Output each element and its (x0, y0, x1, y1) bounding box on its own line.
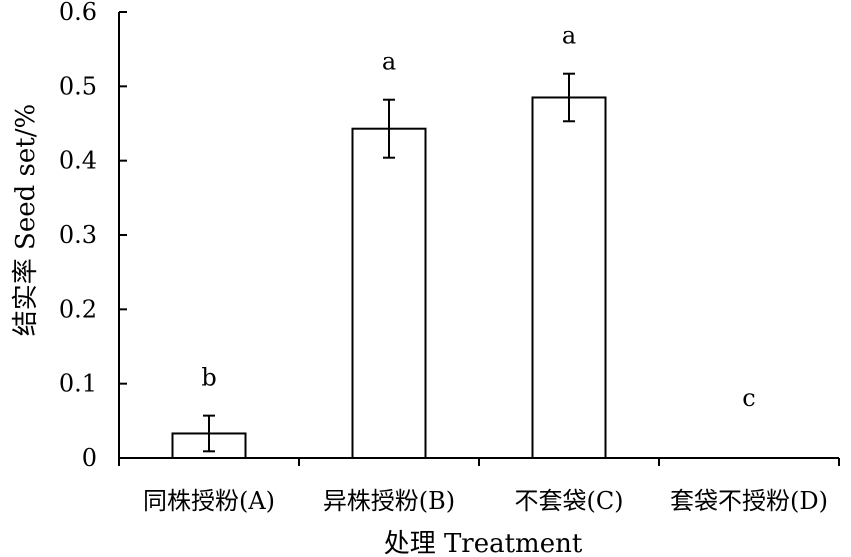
y-tick-label: 0.2 (59, 295, 97, 323)
significance-label: c (742, 384, 755, 412)
y-tick-label: 0 (82, 444, 97, 472)
bars (171, 96, 607, 460)
axes (118, 12, 840, 466)
y-tick-label: 0.5 (59, 72, 97, 100)
category-labels: 同株授粉(A) 异株授粉(B) 不套袋(C) 套袋不授粉(D) (143, 487, 828, 515)
x-axis-title: 处理 Treatment (384, 529, 583, 557)
category-label: 不套袋(C) (514, 487, 623, 515)
category-label: 套袋不授粉(D) (670, 487, 828, 515)
significance-labels: b a a c (201, 22, 755, 412)
y-tick-label: 0.3 (59, 221, 97, 249)
bar (531, 96, 607, 459)
bar (351, 127, 427, 459)
y-ticks: 0 0.1 0.2 0.3 0.4 0.5 0.6 (59, 0, 127, 472)
y-tick-label: 0.4 (59, 147, 97, 175)
significance-label: a (562, 22, 576, 50)
significance-label: a (382, 48, 396, 76)
y-tick-label: 0.6 (59, 0, 97, 26)
category-label: 同株授粉(A) (143, 487, 275, 515)
y-tick-label: 0.1 (59, 370, 97, 398)
category-label: 异株授粉(B) (323, 487, 455, 515)
significance-label: b (201, 364, 216, 392)
error-bars (203, 72, 575, 453)
y-axis-title: 结实率 Seed set/% (11, 104, 41, 336)
